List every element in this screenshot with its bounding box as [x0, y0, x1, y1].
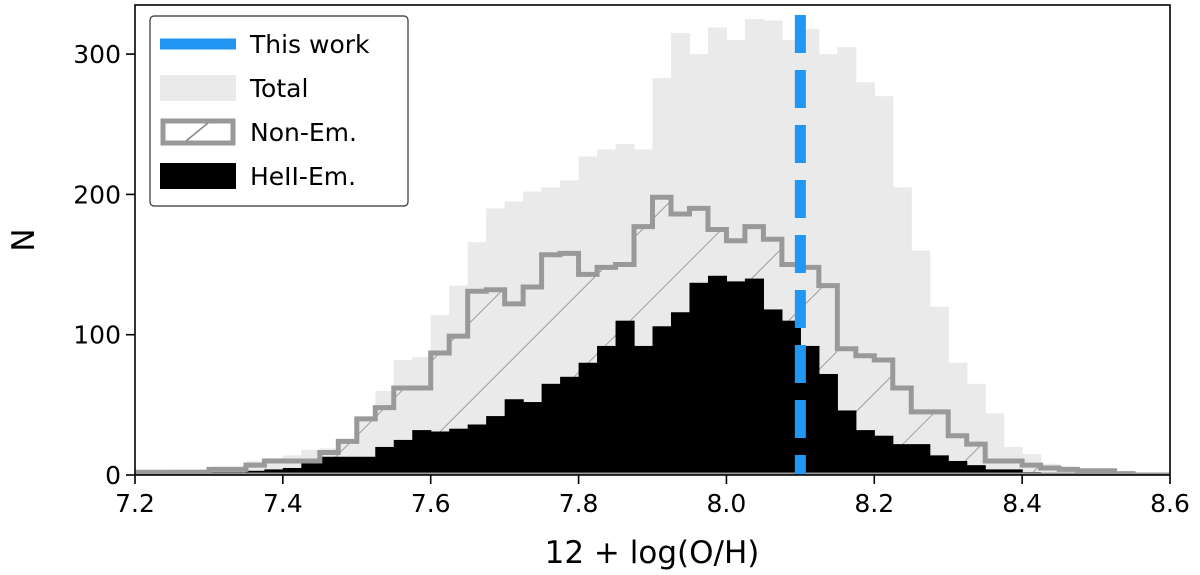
- axes: 7.2 7.4 7.6 7.8 8.0 8.2 8.4 8.6 0 100 200 300: [73, 4, 1190, 518]
- heii-em-bar: [504, 399, 524, 475]
- heii-em-bar: [319, 456, 339, 475]
- legend-total-swatch: [160, 75, 236, 101]
- heii-em-bar: [430, 431, 450, 475]
- heii-em-bar: [689, 282, 709, 475]
- x-tick-label: 8.0: [707, 489, 747, 518]
- heii-em-bar: [818, 373, 838, 475]
- x-tick-label: 8.4: [1002, 489, 1042, 518]
- heii-em-bar: [652, 326, 672, 475]
- heii-em-bar: [985, 469, 1005, 475]
- plot-frame: [134, 4, 1171, 476]
- heii-em-bar: [837, 410, 857, 475]
- heii-em-bar: [560, 376, 580, 475]
- legend-heii-em-swatch: [160, 163, 236, 189]
- heii-em-bar: [264, 469, 284, 475]
- heii-em-bar: [911, 444, 931, 475]
- heii-em-bar: [929, 455, 949, 475]
- y-tick-label: 300: [73, 40, 121, 69]
- legend-box: [149, 15, 409, 207]
- heii-em-bar: [597, 345, 617, 475]
- heii-em-bar: [670, 312, 691, 475]
- heii-em-bar: [707, 275, 728, 475]
- heii-em-bar: [541, 383, 561, 475]
- heii-em-bar: [634, 345, 654, 475]
- heii-em-bar: [855, 430, 875, 475]
- heii-em-bar: [301, 462, 321, 475]
- x-tick-label: 7.2: [115, 489, 155, 518]
- legend-label: Total: [249, 74, 308, 103]
- heii-em-bar: [763, 309, 783, 475]
- x-tick-label: 7.6: [411, 489, 451, 518]
- heii-em-bar: [412, 430, 432, 475]
- heii-em-bar: [338, 456, 358, 475]
- non-em-step-outline: [135, 194, 1170, 475]
- heii-em-bar: [781, 320, 801, 475]
- legend-label: HeII-Em.: [250, 162, 356, 191]
- heii-em-bar: [393, 439, 413, 475]
- heii-em-bar: [874, 435, 894, 475]
- heii-em-bar: [726, 281, 746, 475]
- heii-em-bar: [578, 362, 598, 475]
- heii-em-bar: [282, 467, 302, 475]
- y-tick-label: 200: [73, 180, 121, 209]
- heii-em-bar: [486, 416, 506, 475]
- heii-em-bar: [966, 465, 986, 475]
- heii-em-bar: [467, 424, 487, 475]
- y-axis-label: N: [6, 228, 42, 251]
- x-tick-label: 8.6: [1150, 489, 1190, 518]
- heii-em-bar: [1003, 469, 1023, 475]
- x-axis-label: 12 + log(O/H): [545, 535, 760, 571]
- heii-em-bar: [615, 320, 635, 475]
- x-tick-label: 7.8: [559, 489, 599, 518]
- y-tick-label: 100: [73, 321, 121, 350]
- heii-em-bar: [375, 446, 395, 475]
- legend-hatch-line: [185, 122, 209, 142]
- heii-em-bar: [356, 456, 376, 475]
- legend-label: This work: [249, 30, 370, 59]
- x-tick-label: 7.4: [263, 489, 303, 518]
- heii-em-bar: [523, 402, 543, 475]
- legend-label: Non-Em.: [250, 118, 357, 147]
- heii-em-bar: [449, 428, 469, 475]
- heii-em-bar: [948, 460, 968, 475]
- x-tick-label: 8.2: [854, 489, 894, 518]
- legend: This work Total Non-Em. HeII-Em.: [149, 15, 409, 207]
- heii-em-bar: [744, 278, 764, 475]
- y-tick-label: 0: [105, 461, 121, 490]
- plot-area: [135, 15, 1170, 475]
- heii-em-bar: [892, 444, 912, 475]
